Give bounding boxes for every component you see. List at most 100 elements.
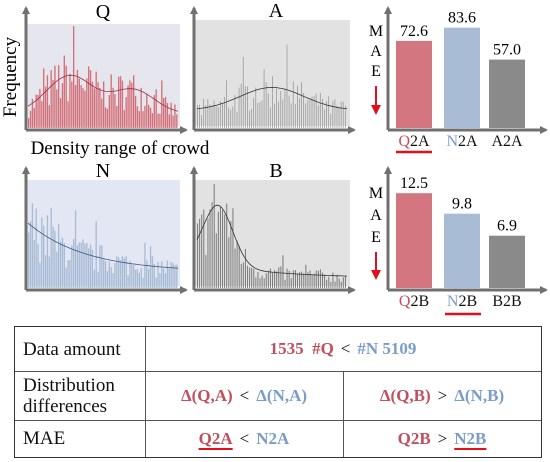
hist-bar bbox=[247, 86, 248, 128]
hist-bar bbox=[305, 264, 307, 288]
hist-bar bbox=[230, 221, 232, 288]
hist-bar bbox=[108, 261, 110, 288]
hist-bar bbox=[28, 118, 30, 128]
hist-bar bbox=[232, 208, 234, 288]
q2b-label: Q2B bbox=[397, 428, 431, 448]
hist-bar bbox=[307, 99, 309, 128]
hist-bar bbox=[58, 223, 60, 288]
hist-a-title: A bbox=[269, 0, 284, 22]
hist-bar bbox=[29, 221, 32, 288]
hist-bar bbox=[172, 115, 174, 128]
hist-bar bbox=[338, 278, 340, 288]
hist-bar bbox=[207, 218, 209, 288]
hist-bar bbox=[261, 100, 263, 128]
hist-bar bbox=[219, 101, 221, 128]
hist-bar bbox=[297, 85, 298, 128]
hist-bar bbox=[259, 278, 261, 288]
hist-bar bbox=[88, 248, 90, 288]
hist-bar bbox=[219, 206, 221, 288]
hist-bar bbox=[332, 272, 334, 288]
hist-bar bbox=[163, 98, 165, 128]
hist-bar bbox=[166, 260, 169, 288]
hist-bar bbox=[133, 75, 135, 128]
hist-bar bbox=[63, 55, 65, 128]
q-count: 1535 bbox=[269, 339, 304, 358]
hist-bar bbox=[82, 239, 84, 288]
hist-bar bbox=[157, 113, 159, 128]
hist-bar bbox=[159, 273, 161, 288]
mae-bar-b2b bbox=[489, 235, 525, 288]
hist-b-title: B bbox=[269, 160, 282, 182]
hist-bar bbox=[230, 109, 232, 128]
hist-bar bbox=[119, 260, 122, 288]
hist-bar bbox=[280, 266, 282, 288]
hist-bar bbox=[148, 104, 150, 128]
hist-bar bbox=[159, 113, 161, 128]
hist-bar bbox=[269, 268, 271, 288]
hist-bar bbox=[282, 255, 284, 288]
distribution-diff-a: Δ(Q,A) < Δ(N,A) bbox=[145, 371, 343, 420]
hist-bar bbox=[151, 113, 154, 128]
hist-bar bbox=[44, 255, 47, 288]
hist-bar bbox=[136, 268, 139, 288]
hist-bar bbox=[168, 268, 170, 288]
hist-bar bbox=[164, 97, 167, 128]
hist-bar bbox=[176, 264, 178, 288]
hist-bar bbox=[48, 256, 50, 288]
hist-bar bbox=[97, 82, 99, 128]
hist-bar bbox=[288, 270, 290, 288]
hist-n-density-curve bbox=[27, 222, 179, 269]
q-tag: #Q bbox=[312, 339, 334, 358]
hist-bar bbox=[276, 88, 277, 128]
delta-q-a: Δ(Q,A) bbox=[180, 385, 233, 405]
hist-bar bbox=[234, 248, 236, 288]
hist-bar bbox=[340, 281, 342, 288]
hist-bar bbox=[290, 103, 292, 128]
hist-bar bbox=[299, 272, 301, 288]
hist-bar bbox=[153, 264, 155, 288]
hist-bar bbox=[116, 105, 118, 128]
hist-bar bbox=[211, 201, 213, 288]
hist-bar bbox=[69, 259, 71, 288]
hist-bar bbox=[46, 215, 49, 288]
hist-bar bbox=[99, 87, 101, 128]
hist-bar bbox=[242, 262, 244, 288]
q2a-label: Q2A bbox=[198, 428, 233, 448]
hist-bar bbox=[309, 270, 311, 288]
hist-bar bbox=[31, 203, 34, 288]
hist-bar bbox=[222, 102, 223, 128]
hist-bar bbox=[224, 97, 225, 128]
hist-bar bbox=[106, 108, 109, 128]
hist-bar bbox=[240, 83, 242, 128]
hist-bar bbox=[67, 260, 69, 288]
mae-value-label: 12.5 bbox=[400, 175, 428, 192]
hist-bar bbox=[199, 218, 201, 288]
n-count: 5109 bbox=[382, 339, 417, 358]
mae-a-bars: 72.6 Q2A 83.6 N2A 57.0 A2A bbox=[396, 10, 525, 150]
mae-bar-q2a bbox=[396, 40, 432, 128]
hist-bar bbox=[311, 96, 313, 128]
hist-bar bbox=[136, 106, 139, 128]
hist-bar bbox=[276, 271, 278, 288]
hist-bar bbox=[91, 249, 94, 288]
hist-bar bbox=[89, 244, 92, 288]
hist-bar bbox=[74, 85, 77, 128]
mae-a-letter-a: A bbox=[370, 43, 382, 60]
hist-bar bbox=[305, 103, 307, 128]
hist-bar bbox=[52, 79, 54, 128]
hist-bar bbox=[197, 223, 199, 288]
hist-bar bbox=[170, 102, 172, 128]
hist-bar bbox=[294, 104, 296, 128]
hist-bar bbox=[129, 80, 131, 128]
hist-bar bbox=[326, 101, 327, 128]
hist-bar bbox=[238, 87, 240, 128]
row-label-distribution-line1: Distribution bbox=[23, 374, 115, 396]
hist-bar bbox=[313, 95, 315, 128]
hist-bar bbox=[131, 263, 133, 288]
hist-bar bbox=[54, 230, 56, 288]
hist-a-density-curve bbox=[196, 86, 348, 110]
hist-bar bbox=[292, 270, 294, 288]
greater-than-symbol: > bbox=[437, 428, 448, 448]
hist-bar bbox=[80, 242, 82, 288]
hist-b-bars bbox=[197, 184, 346, 288]
